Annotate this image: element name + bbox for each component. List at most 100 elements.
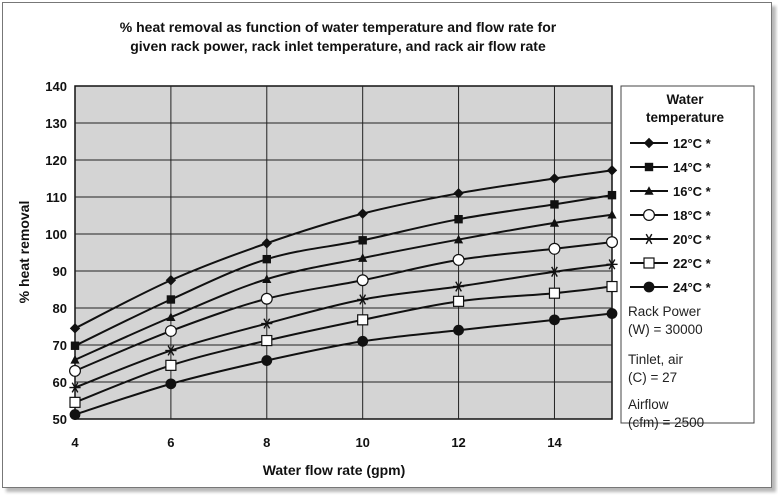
asterisk-stroke xyxy=(71,382,79,393)
data-point-8 xyxy=(260,292,273,305)
legend-entry-6: 22°C * xyxy=(630,256,712,271)
data-point-14 xyxy=(549,218,560,227)
legend-entry-7: 24°C * xyxy=(630,280,712,295)
asterisk-stroke xyxy=(645,233,653,245)
data-point-15.2 xyxy=(607,209,617,219)
y-axis-ticks: 50 60 70 80 90 100 110 120 130 140 xyxy=(45,79,67,427)
data-point-4 xyxy=(70,355,80,364)
y-tick-label-80: 80 xyxy=(53,301,67,316)
data-point-8 xyxy=(261,355,273,366)
legend-marker xyxy=(643,281,655,293)
legend-label: 12°C * xyxy=(673,136,712,151)
x-tick-label-10: 10 xyxy=(355,435,369,450)
data-point-6 xyxy=(164,324,177,337)
data-point-12 xyxy=(452,295,465,307)
y-axis-label: % heat removal xyxy=(16,201,32,304)
data-point-15.2 xyxy=(606,280,618,293)
y-tick-label-140: 140 xyxy=(45,79,67,94)
chart-title-line-2: given rack power, rack inlet temperature… xyxy=(130,38,546,54)
legend-label: 24°C * xyxy=(673,280,712,295)
data-point-14 xyxy=(548,287,561,299)
data-point-6 xyxy=(166,312,176,322)
legend-title-line-2: temperature xyxy=(646,110,725,125)
asterisk-stroke xyxy=(167,345,175,356)
y-tick-label-50: 50 xyxy=(53,412,67,427)
data-point-6 xyxy=(165,359,177,371)
data-point-10 xyxy=(356,274,369,287)
note-3-line-1: Airflow xyxy=(628,397,669,412)
asterisk-stroke xyxy=(551,266,558,277)
legend-marker xyxy=(642,209,655,222)
data-point-14 xyxy=(548,266,561,277)
legend-entries: 12°C * 14°C * 16°C * 18°C * 20°C * 22°C * 24°C… xyxy=(630,136,712,295)
legend-entry-1: 12°C * xyxy=(630,136,712,151)
legend-marker xyxy=(644,162,654,172)
data-point-8 xyxy=(261,318,273,329)
data-point-10 xyxy=(357,294,369,305)
data-point-10 xyxy=(358,253,368,262)
x-tick-label-14: 14 xyxy=(547,435,562,450)
series-6 xyxy=(69,280,618,408)
legend-label: 18°C * xyxy=(673,208,712,223)
note-2-line-1: Tinlet, air xyxy=(628,352,684,367)
x-tick-label-6: 6 xyxy=(167,435,174,450)
data-point-8 xyxy=(262,274,272,283)
plot-area xyxy=(74,85,613,420)
y-tick-label-90: 90 xyxy=(53,264,67,279)
data-point-4 xyxy=(69,382,81,393)
data-point-14 xyxy=(549,314,560,326)
y-tick-label-70: 70 xyxy=(53,338,67,353)
data-point-8 xyxy=(262,254,271,264)
series-5 xyxy=(69,259,618,393)
legend-entry-5: 20°C * xyxy=(630,232,712,247)
data-point-6 xyxy=(165,275,177,286)
data-point-15.2 xyxy=(605,236,618,249)
data-point-4 xyxy=(70,341,80,350)
asterisk-stroke xyxy=(608,259,616,270)
legend-label: 20°C * xyxy=(673,232,712,247)
data-point-8 xyxy=(261,334,273,347)
data-point-15.2 xyxy=(606,259,618,270)
legend-entry-3: 16°C * xyxy=(630,184,712,199)
data-point-14 xyxy=(548,242,561,255)
series-4 xyxy=(68,236,618,377)
series-1 xyxy=(69,165,618,334)
heat-removal-chart: % heat removal as function of water temp… xyxy=(16,19,755,478)
data-point-10 xyxy=(357,208,368,219)
data-point-4 xyxy=(68,364,81,377)
data-point-6 xyxy=(165,378,177,390)
y-tick-label-100: 100 xyxy=(45,227,67,242)
data-point-12 xyxy=(453,324,464,336)
data-point-10 xyxy=(357,335,369,347)
x-tick-label-4: 4 xyxy=(71,435,79,450)
data-point-15.2 xyxy=(607,190,617,200)
parameter-notes: Rack Power (W) = 30000 Tinlet, air (C) = 27… xyxy=(628,304,704,430)
data-point-4 xyxy=(69,396,81,408)
data-point-12 xyxy=(454,215,463,224)
x-axis-ticks: 4 6 8 10 12 14 xyxy=(71,435,562,450)
data-point-14 xyxy=(549,173,560,184)
data-point-6 xyxy=(166,295,176,304)
data-point-6 xyxy=(165,345,177,356)
legend-marker xyxy=(644,186,654,195)
data-point-14 xyxy=(550,200,559,209)
data-point-4 xyxy=(69,409,81,420)
asterisk-stroke xyxy=(263,318,271,329)
y-tick-label-60: 60 xyxy=(53,375,67,390)
x-tick-label-8: 8 xyxy=(263,435,270,450)
legend-label: 14°C * xyxy=(673,160,712,175)
data-point-15.2 xyxy=(606,308,618,319)
data-point-10 xyxy=(358,236,367,245)
data-point-15.2 xyxy=(606,165,618,176)
y-tick-label-110: 110 xyxy=(46,190,67,205)
note-3-line-2: (cfm) = 2500 xyxy=(628,415,704,430)
series-group xyxy=(68,165,618,420)
legend-label: 16°C * xyxy=(673,184,712,199)
chart-frame: % heat removal as function of water temp… xyxy=(2,2,772,488)
legend-title-line-1: Water xyxy=(666,92,704,107)
data-point-10 xyxy=(357,314,369,326)
data-point-8 xyxy=(261,238,272,249)
x-axis-label: Water flow rate (gpm) xyxy=(263,462,406,478)
series-3 xyxy=(70,209,617,364)
legend-marker xyxy=(643,233,655,245)
